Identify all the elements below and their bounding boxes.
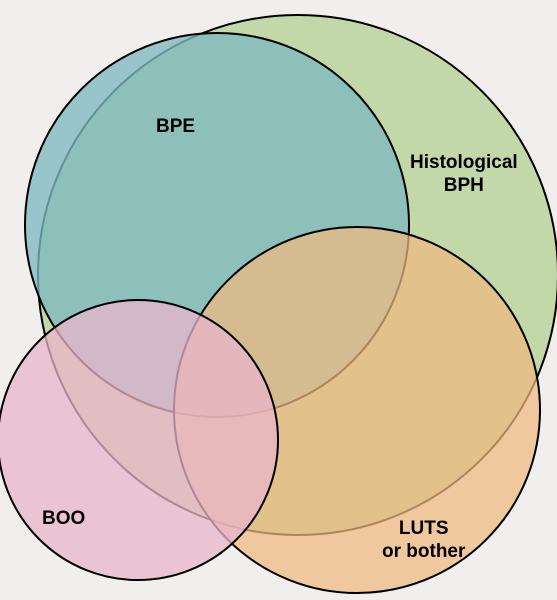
label-histological-bph: HistologicalBPH (410, 152, 518, 198)
label-boo-text: BOO (42, 508, 85, 529)
label-luts-text: LUTSor bother (382, 518, 465, 562)
circle-boo (0, 300, 278, 580)
label-bpe: BPE (156, 116, 195, 139)
label-histological-bph-text: HistologicalBPH (410, 152, 518, 196)
label-boo: BOO (42, 508, 85, 531)
label-bpe-text: BPE (156, 116, 195, 137)
label-luts: LUTSor bother (382, 518, 465, 564)
